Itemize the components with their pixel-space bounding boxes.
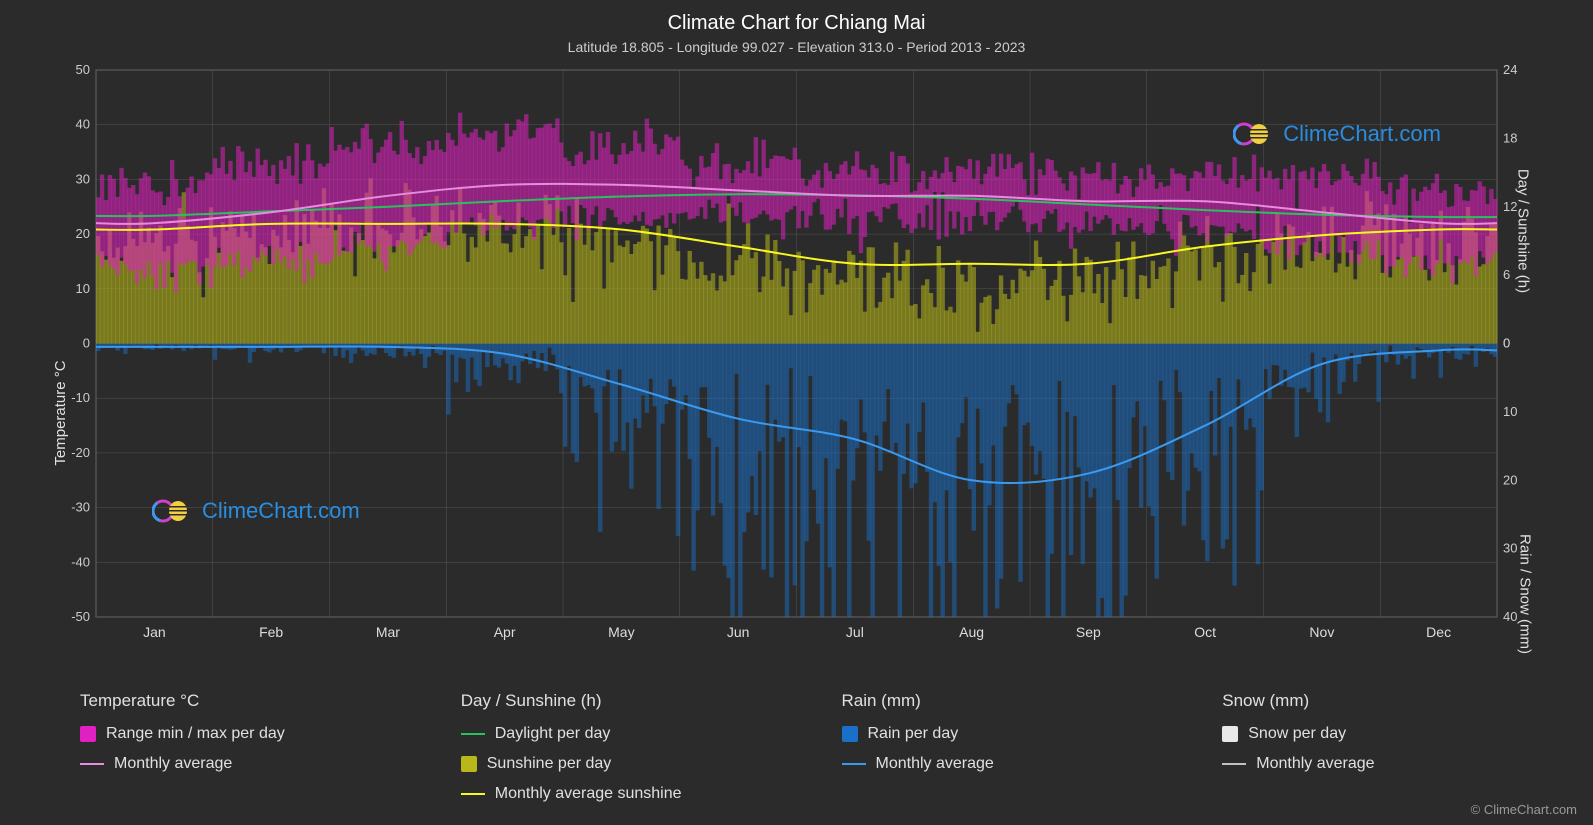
legend-heading: Snow (mm) [1222, 691, 1563, 711]
legend-item: Rain per day [842, 725, 1183, 743]
legend-label: Snow per day [1248, 725, 1346, 743]
svg-text:-10: -10 [71, 390, 90, 405]
svg-text:Aug: Aug [959, 624, 984, 640]
svg-text:20: 20 [76, 226, 90, 241]
svg-text:50: 50 [76, 64, 90, 77]
chart-title: Climate Chart for Chiang Mai [0, 0, 1593, 35]
svg-text:30: 30 [76, 171, 90, 186]
svg-text:Dec: Dec [1426, 624, 1451, 640]
svg-text:Mar: Mar [376, 624, 400, 640]
svg-text:12: 12 [1503, 199, 1517, 214]
chart-subtitle: Latitude 18.805 - Longitude 99.027 - Ele… [0, 35, 1593, 55]
legend-swatch [842, 763, 866, 765]
svg-text:Nov: Nov [1309, 624, 1334, 640]
svg-text:Jan: Jan [143, 624, 166, 640]
svg-text:-40: -40 [71, 554, 90, 569]
svg-text:0: 0 [1503, 336, 1510, 351]
legend-heading: Temperature °C [80, 691, 421, 711]
legend-heading: Rain (mm) [842, 691, 1183, 711]
legend-group: Temperature °C Range min / max per day Mon… [80, 691, 421, 815]
svg-text:May: May [608, 624, 634, 640]
svg-text:40: 40 [76, 117, 90, 132]
legend-label: Range min / max per day [106, 725, 285, 743]
legend-label: Rain per day [868, 725, 959, 743]
svg-text:10: 10 [76, 281, 90, 296]
svg-text:40: 40 [1503, 609, 1517, 624]
legend-item: Monthly average [842, 755, 1183, 773]
svg-text:Sep: Sep [1076, 624, 1101, 640]
svg-text:-30: -30 [71, 500, 90, 515]
legend-swatch [461, 733, 485, 735]
legend-label: Monthly average [876, 755, 994, 773]
svg-text:Feb: Feb [259, 624, 283, 640]
chart-plot-area: -50-40-30-20-100102030405006121824010203… [60, 64, 1533, 645]
legend-group: Rain (mm) Rain per day Monthly average [842, 691, 1183, 815]
legend-label: Sunshine per day [487, 755, 612, 773]
legend-item: Monthly average [1222, 755, 1563, 773]
svg-text:-50: -50 [71, 609, 90, 624]
legend-label: Monthly average [1256, 755, 1374, 773]
legend-swatch [461, 756, 477, 772]
svg-text:30: 30 [1503, 541, 1517, 556]
legend-label: Monthly average [114, 755, 232, 773]
svg-text:Jun: Jun [727, 624, 750, 640]
svg-text:0: 0 [83, 336, 90, 351]
legend-label: Daylight per day [495, 725, 611, 743]
svg-text:6: 6 [1503, 267, 1510, 282]
legend-item: Sunshine per day [461, 755, 802, 773]
svg-text:Apr: Apr [494, 624, 516, 640]
legend-swatch [80, 726, 96, 742]
svg-text:-20: -20 [71, 445, 90, 460]
svg-text:20: 20 [1503, 472, 1517, 487]
legend-swatch [842, 726, 858, 742]
legend-swatch [1222, 726, 1238, 742]
legend-swatch [80, 763, 104, 765]
legend-swatch [1222, 763, 1246, 765]
legend: Temperature °C Range min / max per day Mon… [80, 691, 1563, 815]
legend-item: Snow per day [1222, 725, 1563, 743]
svg-text:Jul: Jul [846, 624, 864, 640]
climate-chart-container: Climate Chart for Chiang Mai Latitude 18… [0, 0, 1593, 825]
legend-label: Monthly average sunshine [495, 785, 682, 803]
legend-item: Range min / max per day [80, 725, 421, 743]
legend-item: Monthly average [80, 755, 421, 773]
legend-swatch [461, 793, 485, 795]
svg-text:Oct: Oct [1194, 624, 1216, 640]
svg-text:24: 24 [1503, 64, 1517, 77]
legend-heading: Day / Sunshine (h) [461, 691, 802, 711]
svg-text:10: 10 [1503, 404, 1517, 419]
svg-text:18: 18 [1503, 130, 1517, 145]
chart-svg: -50-40-30-20-100102030405006121824010203… [60, 64, 1533, 645]
legend-group: Day / Sunshine (h) Daylight per day Sunshi… [461, 691, 802, 815]
legend-item: Daylight per day [461, 725, 802, 743]
legend-item: Monthly average sunshine [461, 785, 802, 803]
legend-group: Snow (mm) Snow per day Monthly average [1222, 691, 1563, 815]
copyright-text: © ClimeChart.com [1471, 802, 1577, 817]
